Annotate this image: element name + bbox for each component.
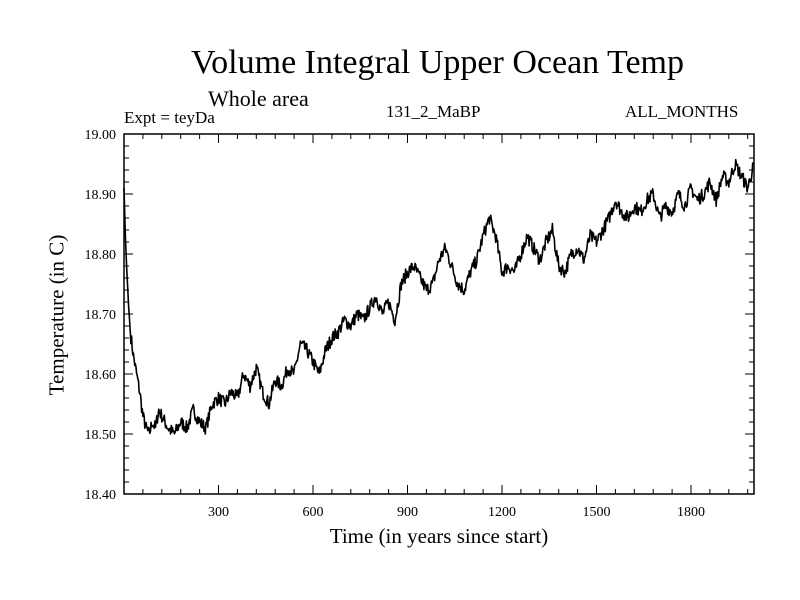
months-label: ALL_MONTHS xyxy=(625,102,739,121)
y-tick-label: 18.70 xyxy=(85,308,117,323)
y-tick-label: 18.90 xyxy=(85,188,117,203)
y-tick-label: 18.80 xyxy=(85,248,117,263)
x-tick-label: 1200 xyxy=(488,505,516,520)
run-label: 131_2_MaBP xyxy=(386,102,481,121)
x-tick-label: 900 xyxy=(397,505,418,520)
y-tick-label: 19.00 xyxy=(85,128,117,143)
axis-tick-labels: 300 600 900 1200 1500 1800 18.40 18.50 18.60 18.7… xyxy=(85,128,706,520)
chart-subtitle: Whole area xyxy=(208,86,309,111)
x-tick-label: 300 xyxy=(208,505,229,520)
x-tick-label: 600 xyxy=(303,505,324,520)
experiment-label: Expt = teyDa xyxy=(124,108,215,127)
y-tick-label: 18.50 xyxy=(85,428,117,443)
axis-ticks xyxy=(124,134,754,494)
chart-title: Volume Integral Upper Ocean Temp xyxy=(191,44,684,81)
series-line xyxy=(123,158,755,435)
series-layer xyxy=(123,158,755,435)
y-tick-label: 18.60 xyxy=(85,368,117,383)
plot-frame xyxy=(123,133,755,495)
x-axis-label: Time (in years since start) xyxy=(329,524,549,548)
y-tick-label: 18.40 xyxy=(85,488,117,503)
x-tick-label: 1500 xyxy=(583,505,611,520)
x-tick-label: 1800 xyxy=(677,505,705,520)
